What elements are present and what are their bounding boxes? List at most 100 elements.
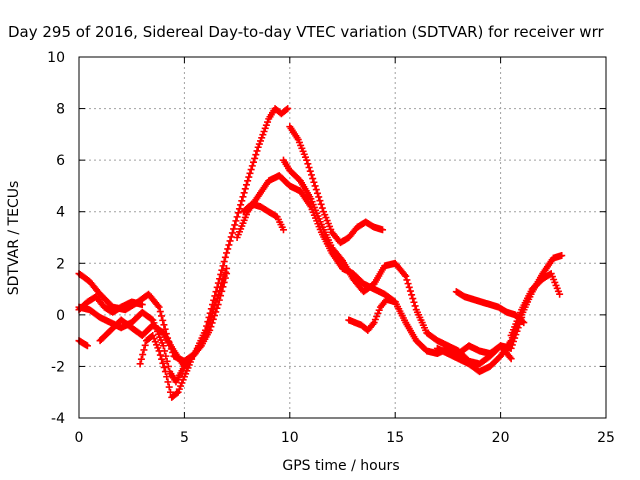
data-point: [230, 225, 238, 233]
series-sat-a: [75, 105, 292, 365]
data-point: [279, 226, 287, 234]
x-tick-label: 20: [492, 430, 510, 446]
data-point: [259, 131, 267, 139]
y-tick-label: -2: [51, 359, 65, 375]
data-point: [224, 245, 232, 253]
series-sat-m: [433, 252, 566, 376]
data-point: [219, 283, 227, 291]
data-point: [140, 346, 148, 354]
y-tick-label: 8: [56, 102, 65, 118]
data-point: [164, 362, 172, 370]
data-point: [318, 204, 326, 212]
series-sat-c: [75, 293, 146, 316]
data-point: [212, 308, 220, 316]
data-point: [158, 355, 166, 363]
data-point: [138, 301, 146, 309]
data-point: [245, 173, 253, 181]
data-point: [83, 342, 91, 350]
data-point: [255, 140, 263, 148]
data-point: [180, 362, 188, 370]
data-point: [226, 237, 234, 245]
data-point: [217, 270, 225, 278]
data-point: [507, 344, 515, 352]
data-point: [221, 274, 229, 282]
data-point: [220, 258, 228, 266]
data-point: [379, 226, 387, 234]
data-point: [258, 134, 266, 142]
y-tick-label: -4: [51, 411, 65, 427]
data-point: [162, 352, 170, 360]
data-point: [317, 200, 325, 208]
data-point: [411, 302, 419, 310]
x-tick-label: 5: [180, 430, 189, 446]
series-sat-n: [507, 270, 564, 339]
data-point: [218, 287, 226, 295]
data-point: [221, 268, 229, 276]
data-point: [406, 287, 414, 295]
x-axis-label: GPS time / hours: [282, 458, 399, 474]
data-point: [148, 315, 156, 323]
data-point: [207, 323, 215, 331]
data-point: [240, 189, 248, 197]
data-point: [154, 302, 162, 310]
data-point: [401, 271, 409, 279]
data-point: [311, 182, 319, 190]
data-point: [221, 253, 229, 261]
data-point: [282, 106, 290, 114]
data-point: [315, 193, 323, 201]
data-point: [404, 280, 412, 288]
data-point: [306, 167, 314, 175]
data-point: [213, 304, 221, 312]
data-point: [159, 359, 167, 367]
data-point: [314, 189, 322, 197]
data-point: [507, 355, 515, 363]
data-point: [234, 209, 242, 217]
data-point: [506, 353, 514, 361]
data-point: [303, 156, 311, 164]
data-point: [163, 357, 171, 365]
data-point: [217, 292, 225, 300]
data-point: [211, 312, 219, 320]
data-point: [166, 388, 174, 396]
y-tick-label: 10: [47, 50, 65, 66]
series-sat-e: [96, 316, 188, 370]
series-sat-g: [233, 172, 515, 363]
data-point: [405, 283, 413, 291]
data-point: [235, 205, 243, 213]
data-point: [410, 298, 418, 306]
data-point: [232, 217, 240, 225]
data-point: [155, 303, 163, 311]
data-point: [159, 316, 167, 324]
data-point: [304, 160, 312, 168]
data-point: [163, 373, 171, 381]
data-point: [316, 197, 324, 205]
series-sat-j: [286, 123, 387, 247]
data-point: [251, 154, 259, 162]
series-sat-d: [136, 270, 231, 401]
data-point: [244, 177, 252, 185]
data-point: [223, 249, 231, 257]
data-point: [156, 351, 164, 359]
x-tick-label: 15: [386, 430, 404, 446]
data-point: [247, 166, 255, 174]
data-point: [219, 262, 227, 270]
data-point: [141, 341, 149, 349]
data-point: [305, 164, 313, 172]
y-tick-label: 2: [56, 256, 65, 272]
data-point: [391, 298, 399, 306]
data-point: [159, 342, 167, 350]
data-point: [227, 233, 235, 241]
grid-lines: [79, 57, 606, 418]
data-point: [257, 137, 265, 145]
data-point: [208, 319, 216, 327]
data-point: [238, 197, 246, 205]
data-point: [209, 315, 217, 323]
y-tick-label: 0: [56, 308, 65, 324]
data-point: [160, 321, 168, 329]
series-sat-f: [75, 337, 91, 350]
data-point: [164, 378, 172, 386]
chart-title: Day 295 of 2016, Sidereal Day-to-day VTE…: [8, 23, 604, 41]
data-point: [403, 276, 411, 284]
data-point: [520, 319, 528, 327]
data-point: [248, 162, 256, 170]
